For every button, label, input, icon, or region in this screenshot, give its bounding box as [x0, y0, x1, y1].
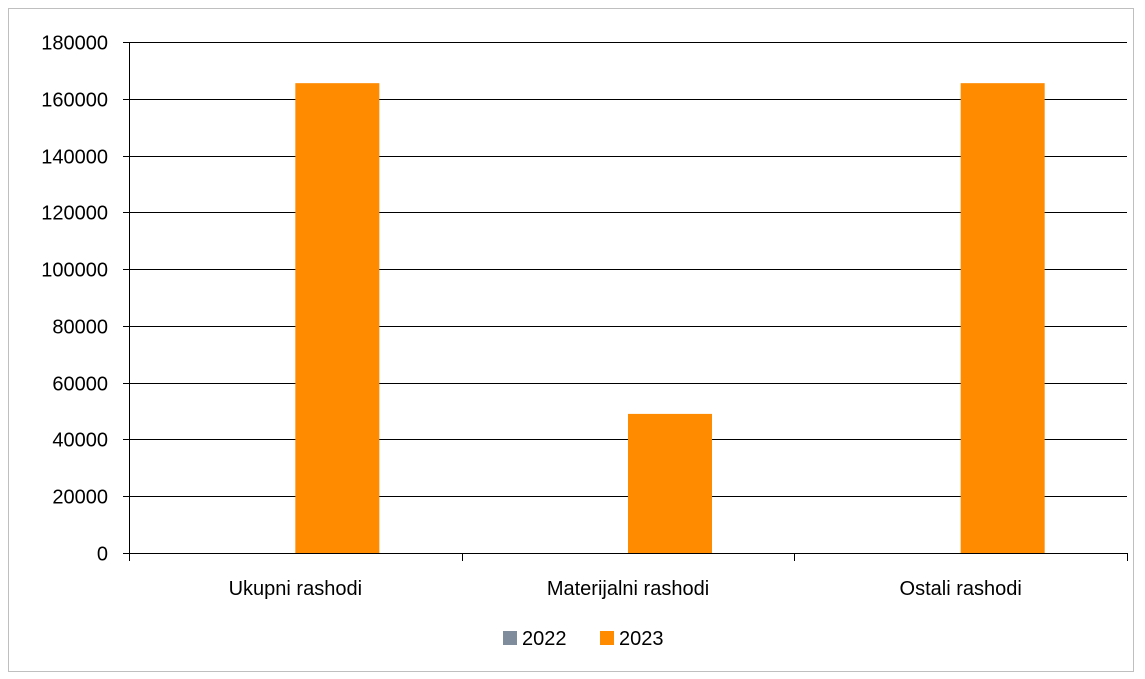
bar-2023-1: [628, 413, 712, 553]
y-tick-label: 40000: [52, 430, 108, 452]
x-tick-label: Ukupni rashodi: [229, 578, 362, 600]
bar-2023-0: [295, 83, 380, 554]
y-tick-label: 20000: [52, 487, 108, 509]
chart-frame: [8, 8, 1134, 672]
bar-2023-2: [960, 83, 1045, 554]
y-tick-labels: 0 20000 40000 60000 80000 100000 120000 140000 1…: [41, 33, 108, 566]
legend-swatch-2023: [600, 631, 614, 645]
x-tick-label: Ostali rashodi: [900, 578, 1022, 600]
legend-swatch-2022: [503, 631, 517, 645]
legend-label-2022: 2022: [522, 628, 567, 650]
y-tick-label: 120000: [41, 203, 108, 225]
x-tick-label: Materijalni rashodi: [547, 578, 709, 600]
x-tick-labels: Ukupni rashodi Materijalni rashodi Ostali …: [229, 578, 1022, 600]
axes: [123, 42, 1128, 561]
y-tick-label: 60000: [52, 374, 108, 396]
legend-label-2023: 2023: [619, 628, 664, 650]
y-tick-label: 100000: [41, 260, 108, 282]
y-tick-label: 140000: [41, 147, 108, 169]
y-tick-label: 180000: [41, 33, 108, 55]
y-tick-label: 0: [97, 544, 108, 566]
y-tick-label: 80000: [52, 317, 108, 339]
bars: [295, 83, 1045, 554]
legend: 2022 2023: [503, 628, 664, 650]
y-tick-label: 160000: [41, 90, 108, 112]
